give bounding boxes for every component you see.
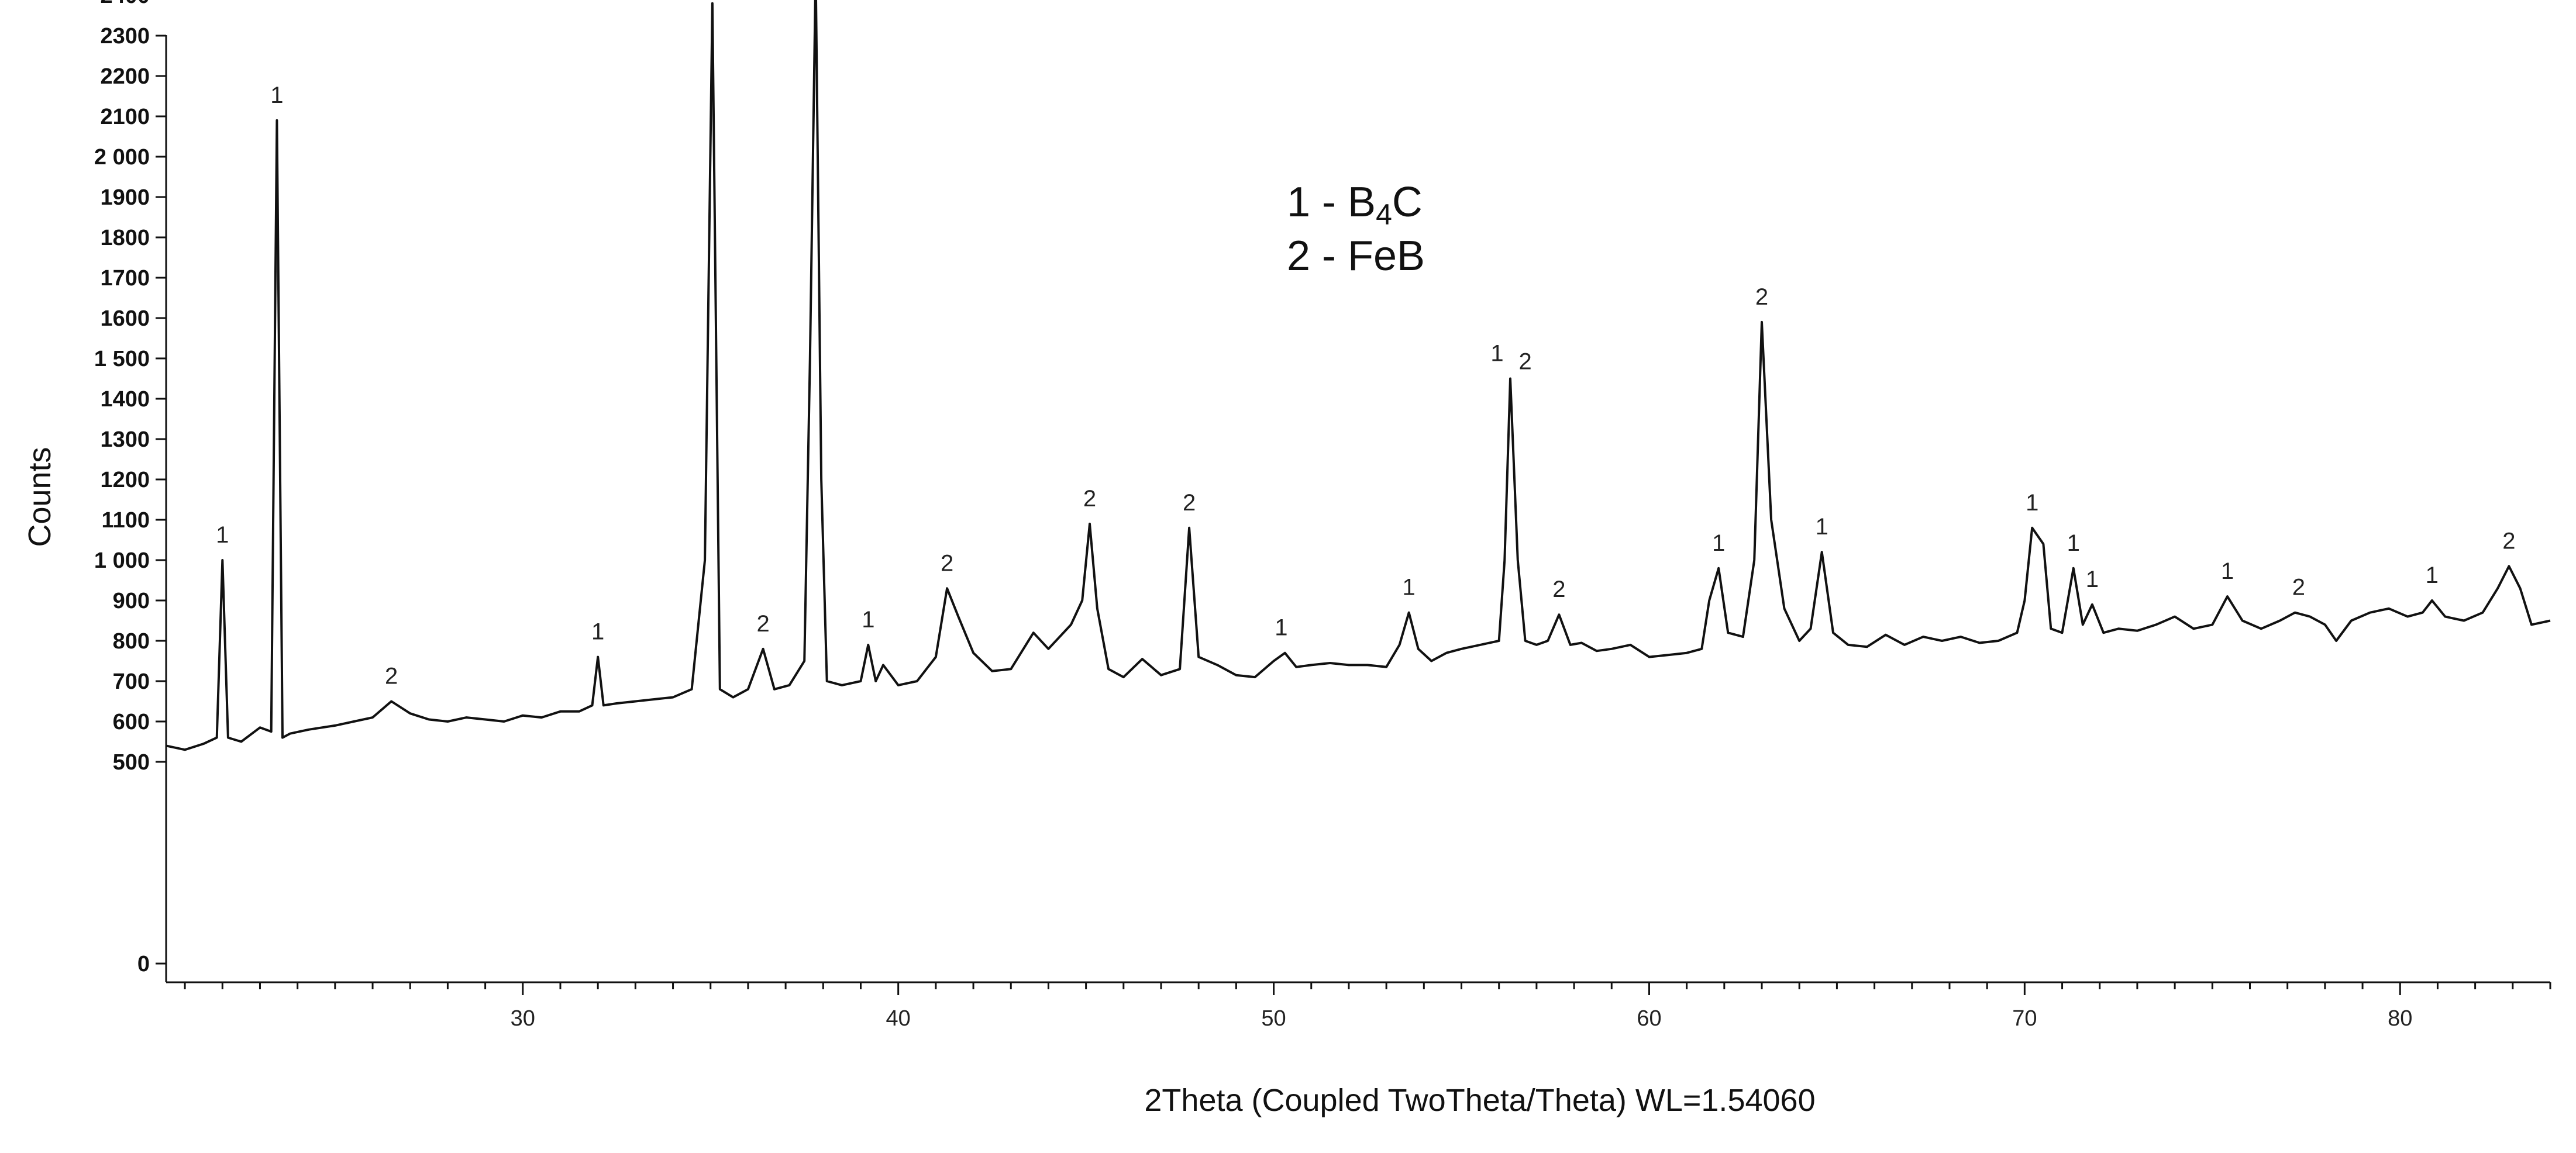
peak-label: 1 [1275, 615, 1287, 641]
x-tick-label: 30 [511, 1006, 535, 1031]
x-tick-label: 70 [2012, 1006, 2037, 1031]
x-tick-label: 60 [1637, 1006, 1661, 1031]
peak-label: 2 [1183, 490, 1196, 516]
y-tick-label: 1900 [100, 185, 150, 210]
peak-label: 1 [2221, 558, 2234, 584]
peak-labels: 112112121222111221211111212 [216, 82, 2515, 689]
y-axis-ticks: 0 500 600 700 800 900 1 000 1100 1200 1300 1400 1 5… [94, 0, 166, 976]
x-tick-label: 80 [2388, 1006, 2412, 1031]
y-tick-label: 500 [113, 750, 150, 775]
peak-label: 2 [385, 664, 398, 689]
y-tick-label: 700 [113, 669, 150, 694]
peak-label: 1 [1712, 530, 1725, 556]
peak-label: 1 [2426, 562, 2439, 588]
y-tick-label: 2400 [100, 0, 150, 8]
y-tick-label: 600 [113, 710, 150, 734]
y-tick-label: 1 000 [94, 548, 150, 573]
peak-label: 1 [270, 82, 283, 108]
y-tick-label: 1100 [102, 508, 150, 533]
legend-entry: 1 - B4C [1287, 179, 1423, 231]
y-tick-label: 800 [113, 629, 150, 654]
legend-entry: 2 - FeB [1287, 233, 1425, 279]
plot-area: 0 500 600 700 800 900 1 000 1100 1200 1300 1400 1 5… [94, 0, 2551, 1031]
y-tick-label: 1700 [100, 266, 150, 291]
peak-label: 1 [1490, 341, 1503, 367]
y-tick-label: 2100 [100, 105, 150, 129]
y-tick-label: 1 500 [94, 347, 150, 371]
x-tick-label: 50 [1261, 1006, 1286, 1031]
series-layer [166, 0, 2551, 751]
diffraction-pattern-line [166, 0, 2551, 751]
x-tick-label: 40 [886, 1006, 911, 1031]
y-tick-label: 2 000 [94, 145, 150, 170]
y-tick-label: 1200 [100, 468, 150, 492]
peak-label: 2 [2292, 575, 2305, 600]
peak-label: 2 [941, 550, 953, 576]
peak-label: 2 [1755, 284, 1768, 310]
y-tick-label: 1800 [100, 226, 150, 250]
peak-label: 1 [2067, 530, 2080, 556]
peak-label: 1 [862, 607, 874, 633]
y-axis-title: Counts [22, 447, 57, 547]
y-tick-label: 2300 [100, 24, 150, 49]
peak-label: 2 [2502, 528, 2515, 554]
peak-label: 1 [1403, 575, 1416, 600]
peak-label: 2 [1552, 576, 1565, 602]
peak-label: 1 [216, 522, 229, 548]
peak-label: 1 [2086, 567, 2099, 592]
peak-label: 2 [756, 611, 769, 637]
x-axis-title: 2Theta (Coupled TwoTheta/Theta) WL=1.540… [1144, 1083, 1815, 1118]
peak-label: 2 [1519, 348, 1532, 374]
peak-label: 1 [1816, 514, 1828, 540]
y-tick-label: 0 [137, 952, 150, 976]
y-tick-label: 1600 [100, 306, 150, 331]
y-tick-label: 2200 [100, 64, 150, 89]
x-axis-ticks: 30 40 50 60 70 80 [184, 982, 2551, 1031]
peak-label: 2 [1083, 486, 1096, 512]
y-tick-label: 1400 [100, 387, 150, 412]
peak-label: 1 [591, 619, 604, 645]
peak-label: 1 [2026, 490, 2038, 516]
y-tick-label: 1300 [100, 427, 150, 452]
y-tick-label: 900 [113, 589, 150, 613]
